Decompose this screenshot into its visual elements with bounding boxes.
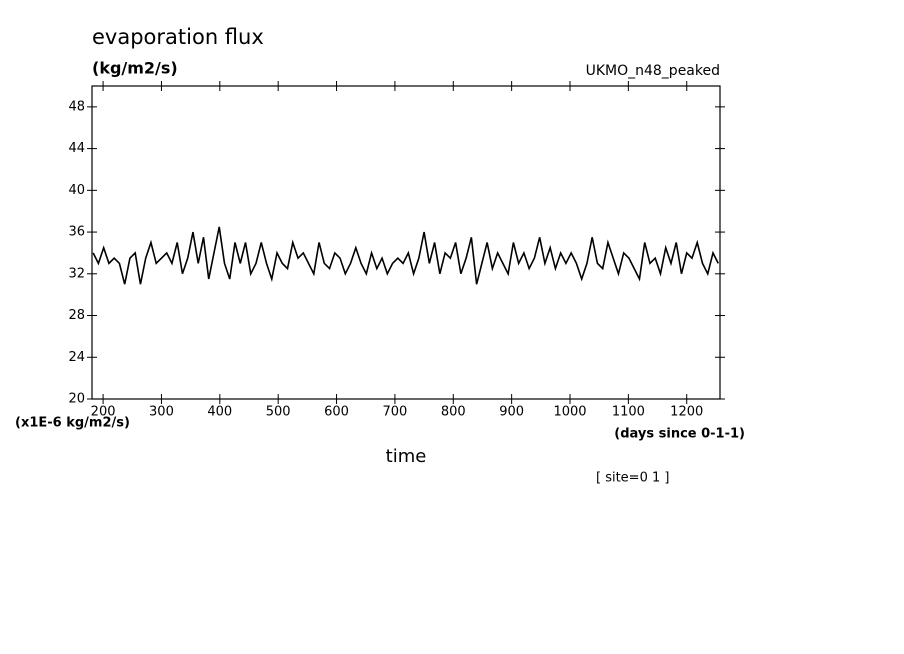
x-axis-label: time — [386, 446, 427, 467]
x-tick-label: 300 — [149, 405, 174, 420]
x-tick-label: 400 — [207, 405, 232, 420]
y-tick-label: 32 — [68, 266, 85, 281]
x-tick-label: 600 — [324, 405, 349, 420]
x-tick-label: 1000 — [553, 405, 586, 420]
units-label: (kg/m2/s) — [92, 59, 178, 78]
x-tick-label: 900 — [499, 405, 524, 420]
x-tick-label: 800 — [441, 405, 466, 420]
y-tick-label: 24 — [68, 350, 85, 365]
x-tick-label: 500 — [266, 405, 291, 420]
x-tick-label: 700 — [382, 405, 407, 420]
x-tick-label: 1100 — [612, 405, 645, 420]
y-tick-label: 36 — [68, 225, 85, 240]
y-tick-label: 40 — [68, 183, 85, 198]
plot-frame — [91, 85, 721, 400]
y-tick-label: 48 — [68, 99, 85, 114]
y-tick-label: 44 — [68, 141, 85, 156]
chart-title: evaporation flux — [92, 25, 264, 49]
x-tick-label: 200 — [91, 405, 116, 420]
y-tick-label: 20 — [68, 392, 85, 407]
dataset-label: UKMO_n48_peaked — [586, 63, 720, 79]
x-tick-label: 1200 — [670, 405, 703, 420]
data-line — [92, 226, 719, 285]
x-units-label: (days since 0-1-1) — [614, 427, 745, 442]
footnote: [ site=0 1 ] — [596, 471, 669, 486]
y-tick-label: 28 — [68, 308, 85, 323]
y-axis-label: (x1E-6 kg/m2/s) — [15, 416, 130, 431]
